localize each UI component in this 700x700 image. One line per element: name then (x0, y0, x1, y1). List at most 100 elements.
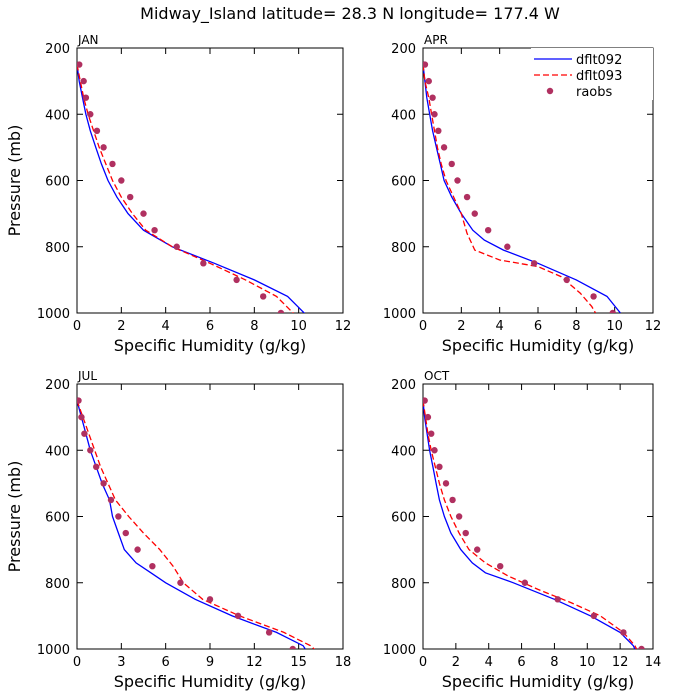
panel-jul: JUL 0 3 6 9 12 15 18 200 400 600 800 1000 Specific Hu… (5, 369, 351, 691)
x-tick-label: 2 (117, 319, 125, 334)
raobs-point (435, 127, 442, 135)
y-tick-label: 600 (391, 175, 416, 190)
panel-label: JUL (77, 369, 97, 383)
x-tick-label: 18 (335, 655, 352, 670)
raobs-point (620, 629, 627, 636)
raobs-point (118, 177, 125, 184)
x-tick-label: 8 (550, 655, 558, 670)
raobs-point (484, 226, 492, 234)
raobs-point (440, 144, 448, 151)
plot-area (77, 61, 306, 313)
raobs-point (127, 193, 134, 201)
x-axis-label: Specific Humidity (g/kg) (114, 672, 306, 691)
y-tick-label: 200 (45, 42, 70, 57)
x-tick-label: 6 (517, 655, 525, 670)
raobs-point (436, 463, 443, 471)
raobs-point (638, 645, 645, 649)
raobs-point (77, 61, 83, 68)
raobs-point (122, 529, 129, 537)
y-tick-label: 400 (391, 108, 416, 123)
raobs-point (454, 177, 461, 184)
x-tick-label: 10 (579, 655, 596, 670)
raobs-point (429, 94, 436, 101)
figure-title: Midway_Island latitude= 28.3 N longitude… (140, 4, 560, 24)
panel-jan: JAN 0 2 4 6 8 10 12 200 400 600 800 1000 Specific Hum… (5, 33, 351, 355)
raobs-point (442, 480, 450, 487)
raobs-point (448, 160, 455, 168)
raobs-point (109, 160, 116, 168)
legend-label: raobs (576, 85, 613, 100)
raobs-point (428, 430, 435, 437)
raobs-point (77, 397, 82, 404)
y-tick-label: 400 (45, 108, 70, 123)
y-tick-label: 200 (391, 42, 416, 57)
y-tick-label: 1000 (37, 307, 70, 322)
raobs-point (462, 529, 469, 537)
dflt093-line (77, 64, 295, 313)
dflt092-line (77, 400, 307, 649)
raobs-point (530, 260, 538, 267)
raobs-point (563, 276, 570, 284)
legend-label: dflt092 (576, 53, 622, 68)
panel-label: APR (424, 33, 448, 47)
x-tick-label: 2 (457, 319, 465, 334)
raobs-point (554, 596, 561, 603)
x-tick-label: 6 (162, 655, 170, 670)
x-tick-label: 4 (162, 319, 170, 334)
raobs-point (289, 645, 296, 649)
x-axis-label: Specific Humidity (g/kg) (114, 336, 306, 355)
legend-label: dflt093 (576, 69, 622, 84)
raobs-point (504, 243, 511, 250)
raobs-point (431, 447, 438, 454)
raobs-point (474, 546, 481, 553)
raobs-point (497, 562, 504, 570)
y-axis-label: Pressure (mb) (5, 461, 24, 573)
panel-apr: APR 0 2 4 6 8 10 12 200 400 600 800 1000 Specific Hum… (383, 33, 661, 355)
raobs-point (609, 309, 616, 313)
y-tick-label: 1000 (383, 643, 416, 658)
y-tick-label: 1000 (37, 643, 70, 658)
raobs-point (78, 413, 85, 421)
y-tick-label: 800 (391, 577, 416, 592)
y-tick-label: 800 (45, 577, 70, 592)
panel-label: JAN (77, 33, 99, 47)
x-axis-label: Specific Humidity (g/kg) (442, 336, 634, 355)
y-tick-label: 600 (45, 175, 70, 190)
raobs-point (100, 144, 107, 151)
raobs-point (151, 226, 158, 234)
raobs-point (449, 496, 456, 504)
raobs-point (173, 243, 180, 250)
x-tick-label: 0 (419, 655, 427, 670)
raobs-point (471, 210, 478, 217)
raobs-point (431, 111, 438, 118)
raobs-point (87, 447, 94, 454)
x-tick-label: 8 (572, 319, 580, 334)
x-tick-label: 12 (612, 655, 629, 670)
x-tick-label: 14 (645, 655, 662, 670)
x-tick-label: 0 (73, 655, 81, 670)
x-tick-label: 3 (117, 655, 125, 670)
dflt092-line (423, 400, 636, 649)
x-tick-label: 4 (485, 655, 493, 670)
raobs-point (100, 480, 107, 487)
x-tick-label: 0 (73, 319, 81, 334)
raobs-point (260, 293, 267, 300)
y-tick-label: 800 (391, 241, 416, 256)
dflt093-line (423, 400, 638, 649)
raobs-point (521, 579, 529, 586)
plot-frame (76, 47, 344, 314)
raobs-point (277, 309, 285, 313)
raobs-point (265, 629, 273, 636)
raobs-point (80, 77, 87, 85)
x-tick-label: 8 (250, 319, 258, 334)
dflt092-line (423, 64, 621, 313)
x-tick-label: 0 (419, 319, 427, 334)
raobs-point (590, 293, 597, 300)
plot-area (77, 397, 316, 649)
x-tick-label: 15 (290, 655, 307, 670)
raobs-point (425, 77, 432, 85)
raobs-point (177, 579, 184, 586)
plot-area (423, 397, 645, 649)
